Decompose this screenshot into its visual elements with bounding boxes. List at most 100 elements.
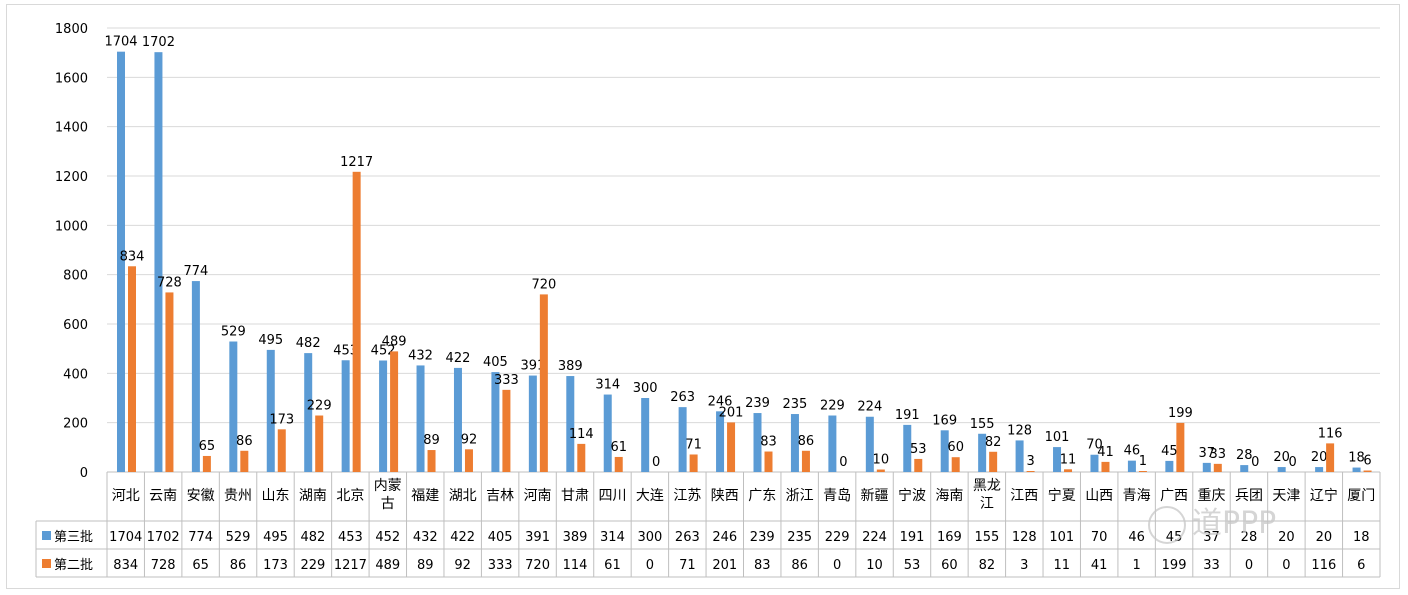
watermark: 道PPP bbox=[1148, 498, 1276, 544]
watermark-text: 道PPP bbox=[1192, 506, 1277, 541]
table-cell: 83 bbox=[754, 558, 771, 573]
category-label: 江 bbox=[980, 496, 994, 512]
category-label: 辽宁 bbox=[1310, 487, 1338, 504]
bar-third-batch bbox=[566, 376, 575, 472]
data-label: 45 bbox=[1161, 444, 1178, 459]
bar-third-batch bbox=[1315, 467, 1324, 472]
table-cell: 774 bbox=[188, 530, 213, 545]
bar-third-batch bbox=[603, 394, 612, 472]
table-cell: 86 bbox=[791, 558, 808, 573]
table-cell: 128 bbox=[1012, 530, 1037, 545]
table-cell: 53 bbox=[904, 558, 921, 573]
table-cell: 495 bbox=[263, 530, 288, 545]
y-tick-label: 600 bbox=[63, 318, 88, 333]
table-cell: 199 bbox=[1162, 558, 1187, 573]
bar-third-batch bbox=[1015, 440, 1024, 472]
bar-third-batch bbox=[678, 407, 687, 472]
category-label: 云南 bbox=[149, 488, 177, 504]
data-label: 529 bbox=[221, 325, 246, 340]
data-label: 65 bbox=[199, 439, 216, 454]
data-label: 495 bbox=[258, 333, 283, 348]
data-label: 1 bbox=[1139, 454, 1147, 469]
bar-second-batch bbox=[502, 389, 511, 472]
data-label: 229 bbox=[307, 399, 332, 414]
data-label: 263 bbox=[670, 390, 695, 405]
table-cell: 28 bbox=[1241, 530, 1258, 545]
data-label: 3 bbox=[1026, 454, 1034, 469]
table-cell: 1704 bbox=[109, 530, 142, 545]
category-label: 山东 bbox=[261, 488, 289, 504]
category-label: 厦门 bbox=[1347, 488, 1375, 504]
data-label: 18 bbox=[1348, 451, 1365, 466]
table-cell: 33 bbox=[1203, 558, 1220, 573]
data-label: 101 bbox=[1045, 430, 1070, 445]
data-label: 432 bbox=[408, 348, 433, 363]
table-cell: 300 bbox=[637, 530, 662, 545]
data-label: 28 bbox=[1236, 448, 1253, 463]
data-label: 199 bbox=[1168, 406, 1193, 421]
data-label: 71 bbox=[685, 437, 702, 452]
category-label: 宁波 bbox=[898, 487, 926, 504]
data-label: 0 bbox=[1289, 455, 1297, 470]
wechat-logo-icon bbox=[1148, 505, 1186, 544]
table-cell: 20 bbox=[1278, 530, 1295, 545]
data-label: 391 bbox=[520, 359, 545, 374]
category-label: 北京 bbox=[336, 488, 364, 504]
table-cell: 18 bbox=[1353, 530, 1370, 545]
chart-frame bbox=[6, 4, 1400, 589]
table-cell: 239 bbox=[750, 530, 775, 545]
table-cell: 229 bbox=[825, 530, 850, 545]
table-cell: 114 bbox=[563, 558, 588, 573]
category-label: 重庆 bbox=[1198, 488, 1226, 504]
data-label: 834 bbox=[120, 249, 145, 264]
table-cell: 61 bbox=[604, 558, 621, 573]
category-label: 福建 bbox=[411, 488, 439, 504]
bar-second-batch bbox=[128, 266, 136, 472]
data-label: 128 bbox=[1007, 423, 1032, 438]
bar-third-batch bbox=[191, 281, 200, 472]
bar-second-batch bbox=[727, 422, 736, 472]
table-cell: 1217 bbox=[334, 558, 367, 573]
category-label: 黑龙 bbox=[973, 478, 1001, 494]
bar-third-batch bbox=[528, 375, 537, 472]
data-label: 1704 bbox=[104, 35, 137, 50]
table-cell: 6 bbox=[1357, 558, 1365, 573]
bar-second-batch bbox=[689, 454, 698, 472]
table-cell: 155 bbox=[974, 530, 999, 545]
table-cell: 389 bbox=[563, 530, 588, 545]
bar-third-batch bbox=[229, 341, 238, 472]
data-label: 20 bbox=[1273, 450, 1290, 465]
bar-second-batch bbox=[427, 450, 436, 472]
table-cell: 728 bbox=[151, 558, 176, 573]
data-label: 453 bbox=[333, 343, 358, 358]
bar-second-batch bbox=[1213, 463, 1222, 472]
data-label: 53 bbox=[910, 442, 927, 457]
table-cell: 432 bbox=[413, 530, 438, 545]
data-label: 235 bbox=[783, 397, 808, 412]
data-label: 191 bbox=[895, 408, 920, 423]
bar-second-batch bbox=[1138, 471, 1147, 472]
table-cell: 405 bbox=[488, 530, 513, 545]
bar-second-batch bbox=[1363, 470, 1372, 472]
table-cell: 92 bbox=[454, 558, 471, 573]
bar-second-batch bbox=[240, 450, 249, 472]
bar-third-batch bbox=[453, 367, 462, 472]
data-label: 86 bbox=[798, 434, 815, 449]
table-cell: 201 bbox=[712, 558, 737, 573]
data-label: 86 bbox=[236, 434, 253, 449]
table-cell: 1 bbox=[1132, 558, 1140, 573]
table-cell: 229 bbox=[301, 558, 326, 573]
legend-key-second-batch bbox=[42, 559, 51, 568]
bar-second-batch bbox=[1326, 443, 1335, 472]
bar-third-batch bbox=[304, 353, 313, 472]
bar-third-batch bbox=[491, 372, 500, 472]
table-cell: 46 bbox=[1128, 530, 1145, 545]
bar-third-batch bbox=[1090, 454, 1099, 472]
table-cell: 246 bbox=[712, 530, 737, 545]
category-label: 古 bbox=[381, 496, 395, 512]
data-label: 246 bbox=[708, 394, 733, 409]
bar-third-batch bbox=[641, 398, 650, 472]
bar-second-batch bbox=[202, 455, 211, 472]
table-cell: 314 bbox=[600, 530, 625, 545]
